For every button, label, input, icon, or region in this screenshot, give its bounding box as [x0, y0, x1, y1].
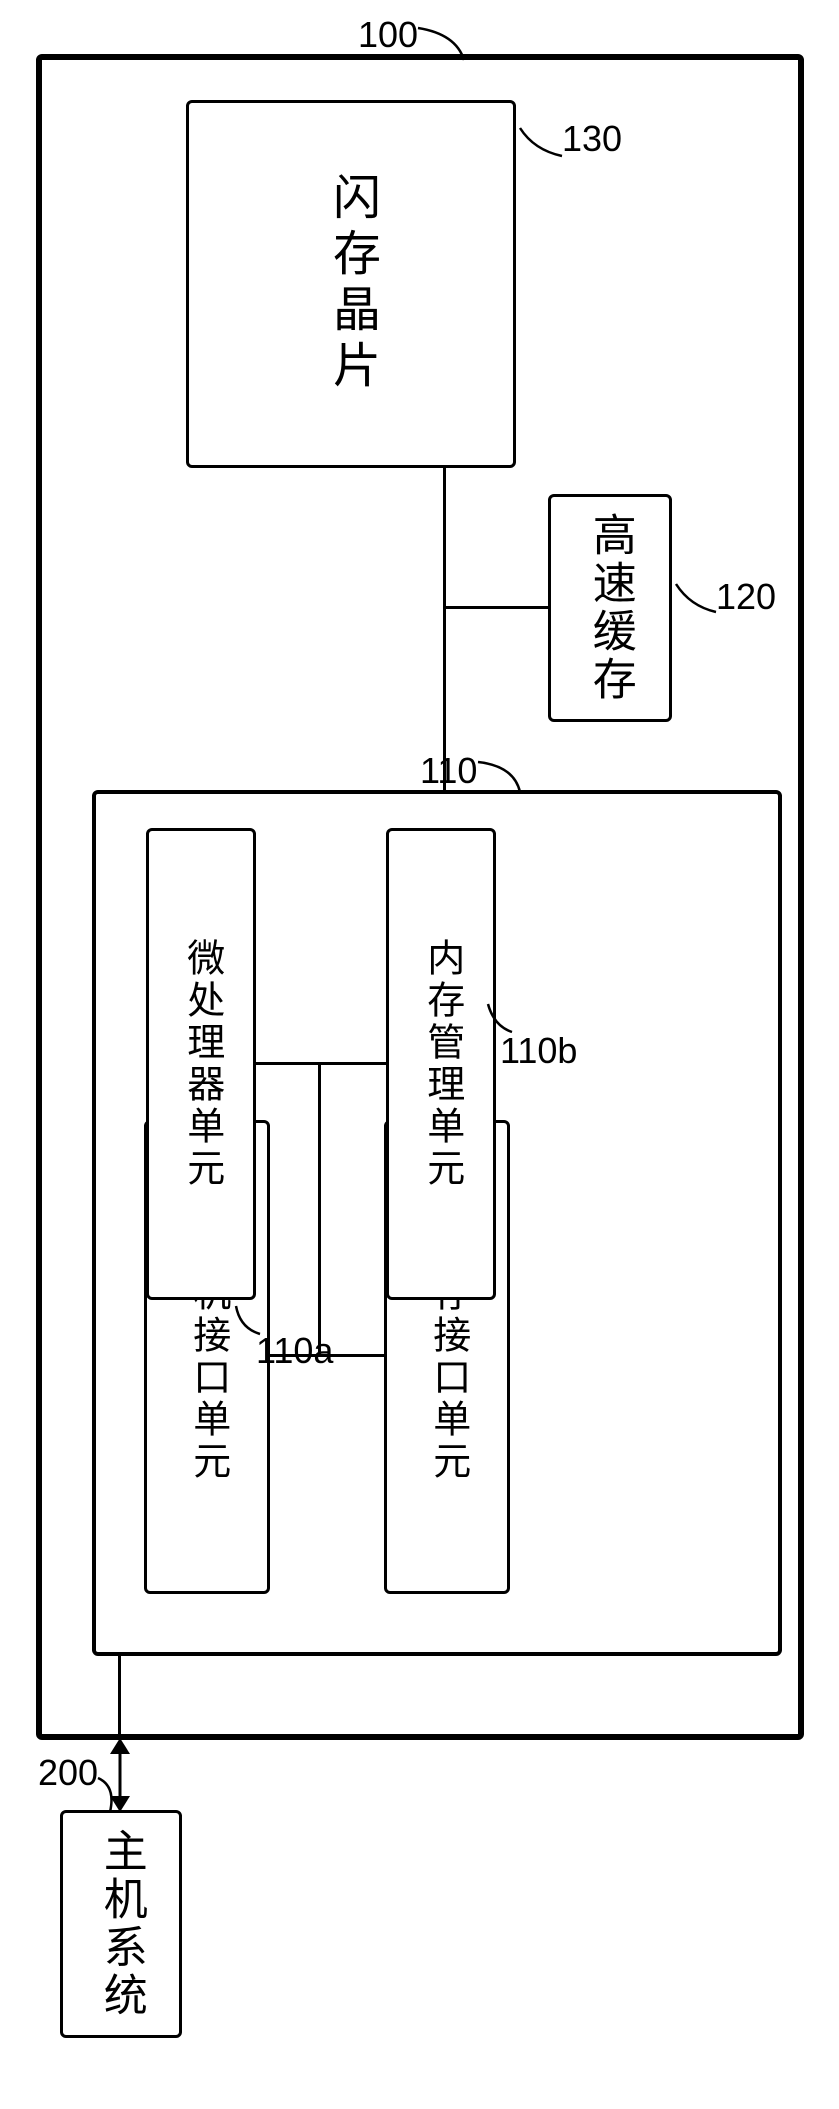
cache-label: 高速缓存 [579, 512, 641, 704]
mmu-label: 内存管理单元 [416, 938, 465, 1190]
flash-chip-label: 闪存晶片 [316, 172, 386, 396]
flash-chip-box: 闪存晶片 [186, 100, 516, 468]
outer-ref-curve [416, 26, 476, 66]
mpu-box: 微处理器单元 [146, 828, 256, 1300]
line-fork-to-flash [443, 466, 446, 608]
outer-ref: 100 [358, 14, 418, 56]
flash-chip-ref: 130 [562, 118, 622, 160]
line-fork-to-cache [443, 606, 551, 609]
cache-ref: 120 [716, 576, 776, 618]
host-system-ref: 200 [38, 1752, 98, 1794]
line-controller-to-fork [443, 606, 446, 792]
line-hostif-down [118, 1656, 121, 1740]
host-system-label: 主机系统 [90, 1828, 152, 2020]
mmu-ref-curve [484, 1002, 520, 1038]
controller-ref: 110 [420, 750, 477, 792]
mmu-box: 内存管理单元 [386, 828, 496, 1300]
mpu-ref: 110a [256, 1330, 333, 1372]
controller-ref-curve [476, 760, 532, 796]
host-system-box: 主机系统 [60, 1810, 182, 2038]
host-outer-connector-arrow [100, 1738, 140, 1812]
flash-chip-ref-curve [516, 126, 566, 162]
line-mmu-bus [318, 1062, 388, 1065]
cache-box: 高速缓存 [548, 494, 672, 722]
line-hostif-bus [268, 1354, 320, 1357]
line-flashif-bus [318, 1354, 386, 1357]
mpu-label: 微处理器单元 [176, 938, 225, 1190]
cache-ref-curve [672, 582, 720, 616]
line-vbus [318, 1064, 321, 1357]
line-mpu-bus [254, 1062, 320, 1065]
mpu-ref-curve [230, 1304, 266, 1340]
